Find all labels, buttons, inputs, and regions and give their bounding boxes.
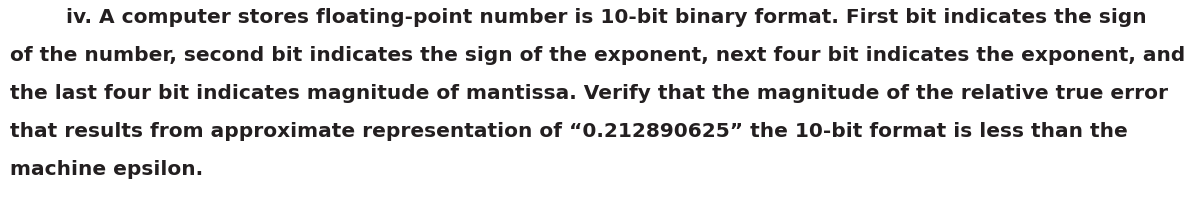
- Text: that results from approximate representation of “0.212890625” the 10-bit format : that results from approximate representa…: [10, 122, 1128, 141]
- Text: the last four bit indicates magnitude of mantissa. Verify that the magnitude of : the last four bit indicates magnitude of…: [10, 84, 1168, 103]
- Text: machine epsilon.: machine epsilon.: [10, 160, 203, 179]
- Text: iv. A computer stores floating-point number is 10-bit binary format. First bit i: iv. A computer stores floating-point num…: [10, 8, 1146, 27]
- Text: of the number, second bit indicates the sign of the exponent, next four bit indi: of the number, second bit indicates the …: [10, 46, 1186, 65]
